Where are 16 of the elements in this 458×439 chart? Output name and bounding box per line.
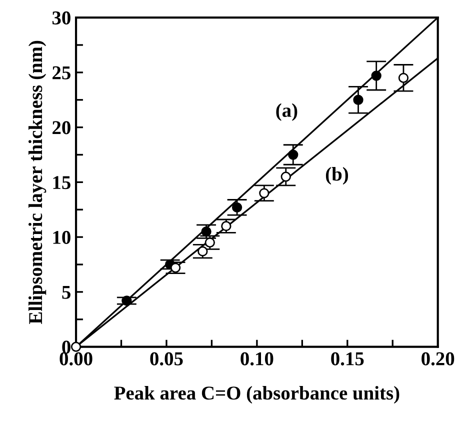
x-axis-title: Peak area C=O (absorbance units): [114, 386, 400, 404]
y-tick-label: 5: [62, 286, 70, 299]
x-tick-label: 0.10: [240, 352, 274, 366]
x-tick-label: 0.20: [422, 352, 454, 366]
x-tick-label: 0.15: [331, 352, 364, 366]
x-tick-label: 0.05: [150, 352, 183, 366]
series-label: (b): [326, 167, 348, 185]
y-tick-label: 15: [53, 176, 70, 190]
y-tick-label: 10: [53, 230, 70, 244]
y-tick-label: 0: [62, 340, 70, 354]
x-tick-label: 0.00: [60, 352, 92, 366]
series-label: (a): [276, 103, 298, 121]
y-tick-label: 25: [52, 66, 70, 80]
y-tick-label: 20: [52, 121, 70, 134]
y-tick-label: 30: [52, 11, 70, 24]
y-axis-title: Ellipsometric layer thickness (nm): [28, 40, 46, 324]
